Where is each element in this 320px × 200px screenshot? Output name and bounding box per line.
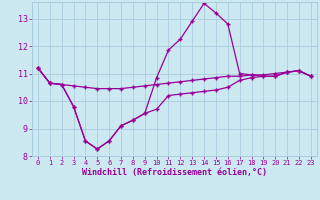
X-axis label: Windchill (Refroidissement éolien,°C): Windchill (Refroidissement éolien,°C)	[82, 168, 267, 177]
